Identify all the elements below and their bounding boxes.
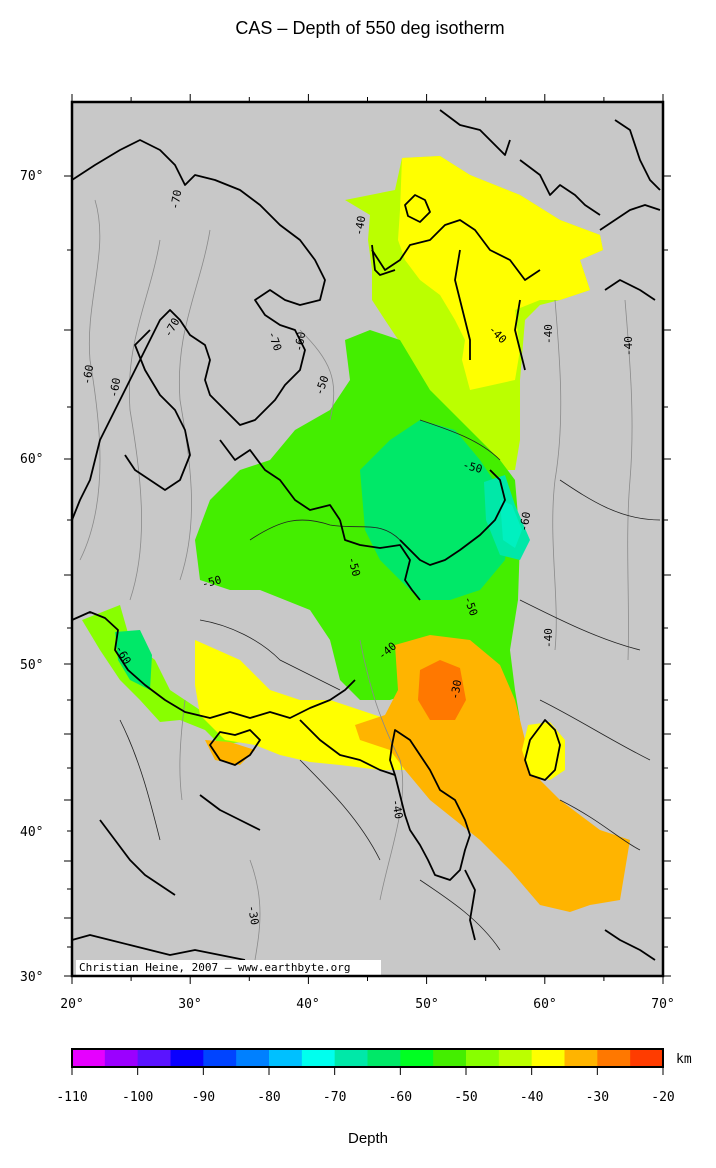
region-green-core (360, 420, 510, 600)
lon-label-40: 40° (296, 997, 319, 1012)
contour-label-9: -50 (461, 595, 480, 618)
colorbar-swatch (564, 1049, 598, 1067)
contour-label-4: -40 (622, 336, 635, 356)
colorbar-swatch (334, 1049, 368, 1067)
lat-label-50: 50° (20, 658, 43, 673)
contour-label-22: -40 (389, 798, 405, 820)
colorbar-swatch (466, 1049, 500, 1067)
latitude-labels: 70° 60° 50° 40° 30° (20, 169, 43, 985)
colorbar-swatch (630, 1049, 664, 1067)
colorbar-swatch (597, 1049, 631, 1067)
contour-label-13: -60 (517, 511, 533, 533)
colorbar-swatch (236, 1049, 270, 1067)
frame-ticks (64, 94, 671, 984)
depth-fill-regions (82, 156, 630, 912)
colorbar-frame (71, 1048, 664, 1068)
coastlines (71, 109, 661, 961)
lon-label-70: 70° (651, 997, 674, 1012)
contour-label-7: -50 (345, 555, 363, 578)
contour-label-18: -30 (448, 679, 464, 701)
colorbar-swatch (203, 1049, 237, 1067)
region-yellow-north (398, 156, 603, 390)
lat-label-60: 60° (20, 452, 43, 467)
contour-lines (79, 199, 633, 961)
region-orange-crimea (205, 740, 255, 765)
colorbar (72, 1049, 664, 1067)
lon-label-60: 60° (533, 997, 556, 1012)
colorbar-tick-label: -50 (454, 1090, 477, 1105)
credit-box (76, 960, 381, 975)
credit-text: Christian Heine, 2007 – www.earthbyte.or… (79, 961, 351, 974)
colorbar-swatch (104, 1049, 139, 1067)
contour-label-12: -60 (292, 331, 308, 353)
colorbar-swatch (137, 1049, 171, 1067)
colorbar-swatch (400, 1049, 434, 1067)
lat-label-30: 30° (20, 970, 43, 985)
colorbar-tick-label: -20 (651, 1090, 674, 1105)
contour-label-6: -50 (461, 458, 484, 476)
colorbar-swatch (498, 1049, 533, 1067)
lon-label-50: 50° (415, 997, 438, 1012)
contour-label-5: -50 (313, 374, 332, 397)
colorbar-swatch (367, 1049, 401, 1067)
colorbar-tick-labels: -110 -100 -90 -80 -70 -60 -50 -40 -30 -20 (56, 1067, 675, 1105)
contour-label-1: -40 (352, 215, 368, 237)
colorbar-tick-label: -30 (586, 1090, 609, 1105)
colorbar-tick-label: -100 (122, 1090, 153, 1105)
colorbar-swatch (433, 1049, 467, 1067)
colorbar-tick-label: -60 (389, 1090, 412, 1105)
colorbar-swatch (531, 1049, 565, 1067)
colorbar-label: Depth (348, 1130, 388, 1147)
longitude-labels: 20° 30° 40° 50° 60° 70° (60, 997, 674, 1012)
lat-label-70: 70° (20, 169, 43, 184)
colorbar-tick-label: -80 (257, 1090, 280, 1105)
contour-label-17: -70 (265, 330, 284, 353)
contour-label-8: -50 (200, 573, 223, 591)
contour-label-11: -60 (107, 377, 123, 399)
contour-label-3: -40 (542, 324, 555, 344)
contour-label-10: -60 (80, 364, 96, 386)
region-cyan-spot (500, 500, 522, 548)
lon-label-20: 20° (60, 997, 83, 1012)
region-red-orange-core (418, 660, 466, 720)
colorbar-swatch (301, 1049, 336, 1067)
colorbar-swatch (170, 1049, 204, 1067)
map-title: CAS – Depth of 550 deg isotherm (235, 18, 505, 38)
country-borders (119, 419, 661, 951)
colorbar-tick-label: -110 (56, 1090, 87, 1105)
colorbar-tick-label: -70 (323, 1090, 346, 1105)
colorbar-swatch (72, 1049, 106, 1067)
contour-label-15: -70 (168, 189, 184, 211)
lat-label-40: 40° (20, 825, 43, 840)
colorbar-tick-label: -40 (520, 1090, 543, 1105)
region-green-west-spot (115, 630, 152, 690)
colorbar-unit: km (676, 1052, 692, 1067)
colorbar-tick-label: -90 (192, 1090, 215, 1105)
colorbar-swatch (269, 1049, 303, 1067)
contour-label-21: -40 (542, 628, 555, 648)
contour-label-19: -30 (245, 904, 261, 926)
lon-label-30: 30° (178, 997, 201, 1012)
